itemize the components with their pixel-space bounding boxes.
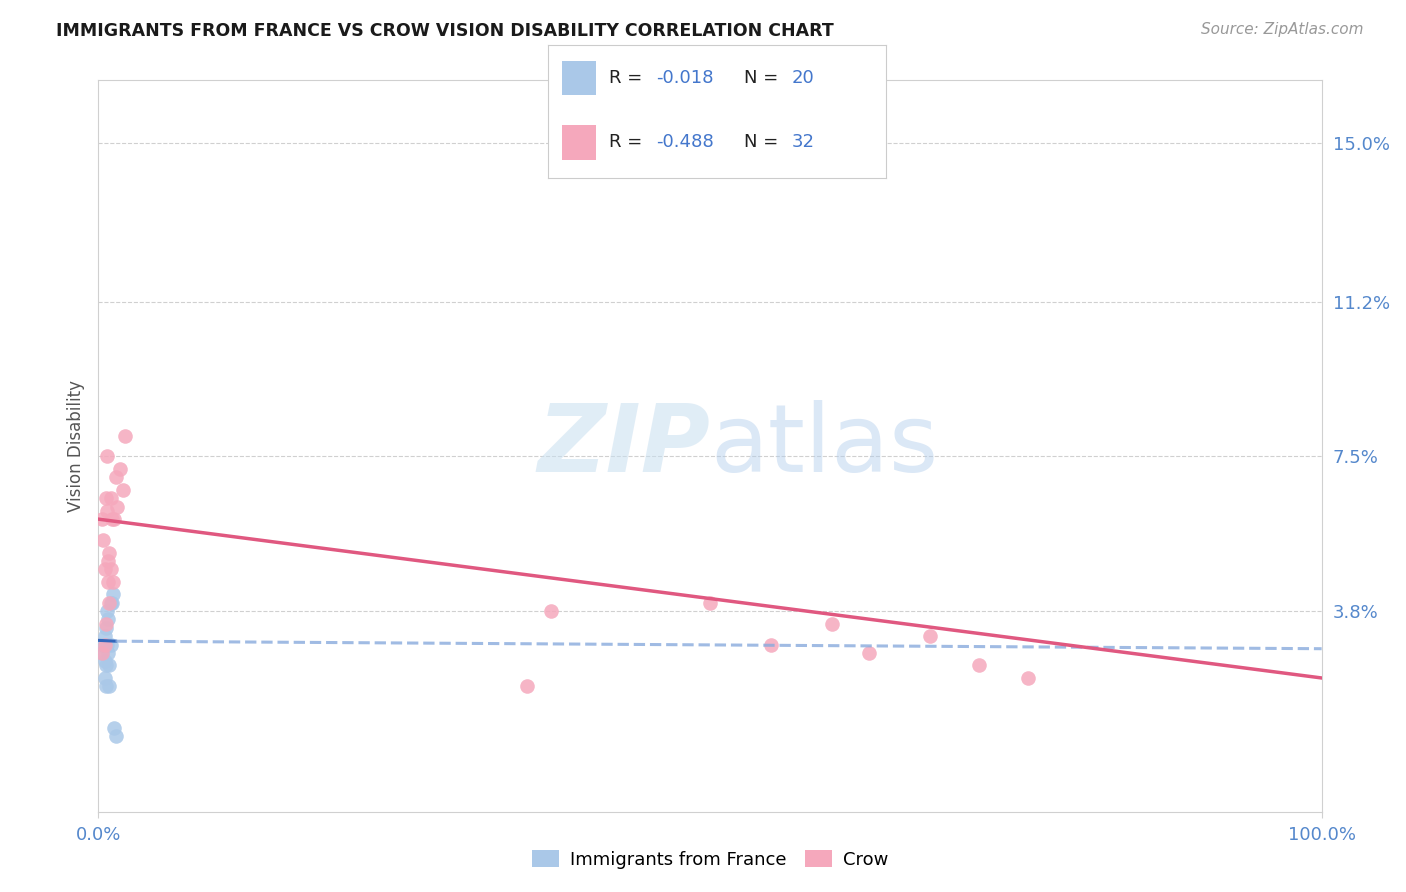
Point (94, 658, 117, 673)
Text: R =: R = (609, 133, 648, 152)
Point (100, 562, 122, 576)
Point (699, 596, 721, 610)
Point (91, 533, 114, 547)
Point (93, 638, 115, 652)
Point (1017, 671, 1039, 685)
Point (110, 462, 132, 476)
Text: N =: N = (744, 133, 785, 152)
Point (761, 638, 783, 652)
Point (105, 500, 128, 514)
Point (920, 629, 942, 643)
Point (101, 587, 124, 601)
Point (100, 596, 122, 610)
Point (821, 616, 844, 631)
Point (104, 470, 127, 484)
Point (97, 574, 120, 589)
Legend: Immigrants from France, Crow: Immigrants from France, Crow (524, 843, 896, 876)
Text: 32: 32 (792, 133, 814, 152)
Point (98, 679, 121, 693)
Text: 20: 20 (792, 69, 814, 87)
Point (103, 721, 125, 735)
Point (93, 562, 115, 576)
Bar (562, 125, 596, 160)
Point (94, 621, 117, 635)
Point (101, 574, 124, 589)
Text: Source: ZipAtlas.com: Source: ZipAtlas.com (1201, 22, 1364, 37)
Point (94, 679, 117, 693)
Text: R =: R = (609, 69, 648, 87)
Point (91, 638, 114, 652)
Point (91, 646, 114, 660)
Point (96, 504, 118, 518)
Point (100, 638, 122, 652)
Point (97, 612, 120, 626)
Point (540, 604, 562, 618)
Point (515, 679, 537, 693)
Point (100, 491, 122, 506)
Point (98, 658, 121, 673)
Point (96, 604, 118, 618)
Point (101, 596, 124, 610)
Point (97, 554, 120, 568)
Point (97, 646, 120, 660)
Y-axis label: Vision Disability: Vision Disability (66, 380, 84, 512)
Point (93, 671, 115, 685)
Point (91, 512, 114, 526)
Point (93, 629, 115, 643)
Point (93, 654, 115, 668)
Text: N =: N = (744, 69, 785, 87)
Point (967, 658, 990, 673)
Bar (562, 61, 596, 95)
Point (94, 616, 117, 631)
Point (101, 512, 124, 526)
Point (94, 491, 117, 506)
Point (98, 545, 121, 559)
Point (98, 596, 121, 610)
Point (103, 512, 125, 526)
Text: -0.018: -0.018 (657, 69, 714, 87)
Point (104, 730, 127, 744)
Text: ZIP: ZIP (537, 400, 710, 492)
Point (91, 646, 114, 660)
Point (111, 483, 134, 497)
Text: IMMIGRANTS FROM FRANCE VS CROW VISION DISABILITY CORRELATION CHART: IMMIGRANTS FROM FRANCE VS CROW VISION DI… (56, 22, 834, 40)
Point (96, 638, 118, 652)
Point (96, 450, 118, 464)
Point (114, 428, 136, 442)
Text: -0.488: -0.488 (657, 133, 714, 152)
Text: atlas: atlas (710, 400, 938, 492)
Point (858, 646, 880, 660)
